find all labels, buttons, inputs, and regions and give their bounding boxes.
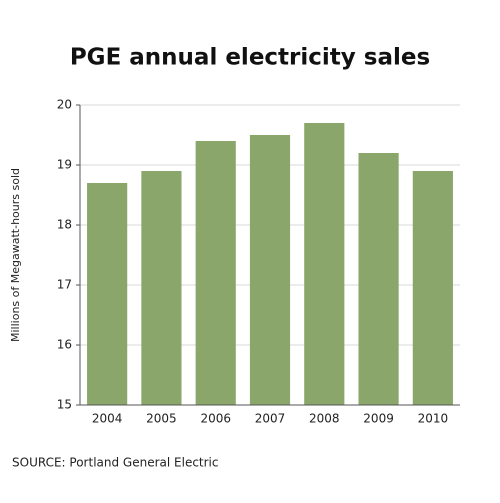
y-tick-label: 15 bbox=[57, 398, 72, 412]
bar bbox=[87, 183, 128, 405]
source-note: SOURCE: Portland General Electric bbox=[12, 456, 219, 470]
x-tick-label: 2004 bbox=[92, 412, 123, 426]
y-tick-label: 16 bbox=[57, 338, 72, 352]
bar bbox=[304, 123, 345, 405]
x-tick-label: 2006 bbox=[200, 412, 231, 426]
y-tick-label: 18 bbox=[57, 218, 72, 232]
y-axis-label: Millions of Megawatt-hours sold bbox=[9, 168, 22, 342]
x-tick-label: 2009 bbox=[363, 412, 394, 426]
bar bbox=[141, 171, 182, 405]
y-tick-label: 17 bbox=[57, 278, 72, 292]
chart-title: PGE annual electricity sales bbox=[70, 45, 430, 71]
x-tick-label: 2007 bbox=[255, 412, 286, 426]
x-tick-label: 2005 bbox=[146, 412, 177, 426]
bar bbox=[412, 171, 453, 405]
bar bbox=[358, 153, 399, 405]
bar bbox=[195, 141, 236, 405]
y-tick-label: 19 bbox=[57, 158, 72, 172]
x-tick-label: 2008 bbox=[309, 412, 340, 426]
y-tick-label: 20 bbox=[57, 98, 72, 112]
bar bbox=[249, 135, 291, 405]
x-tick-label: 2010 bbox=[418, 412, 449, 426]
